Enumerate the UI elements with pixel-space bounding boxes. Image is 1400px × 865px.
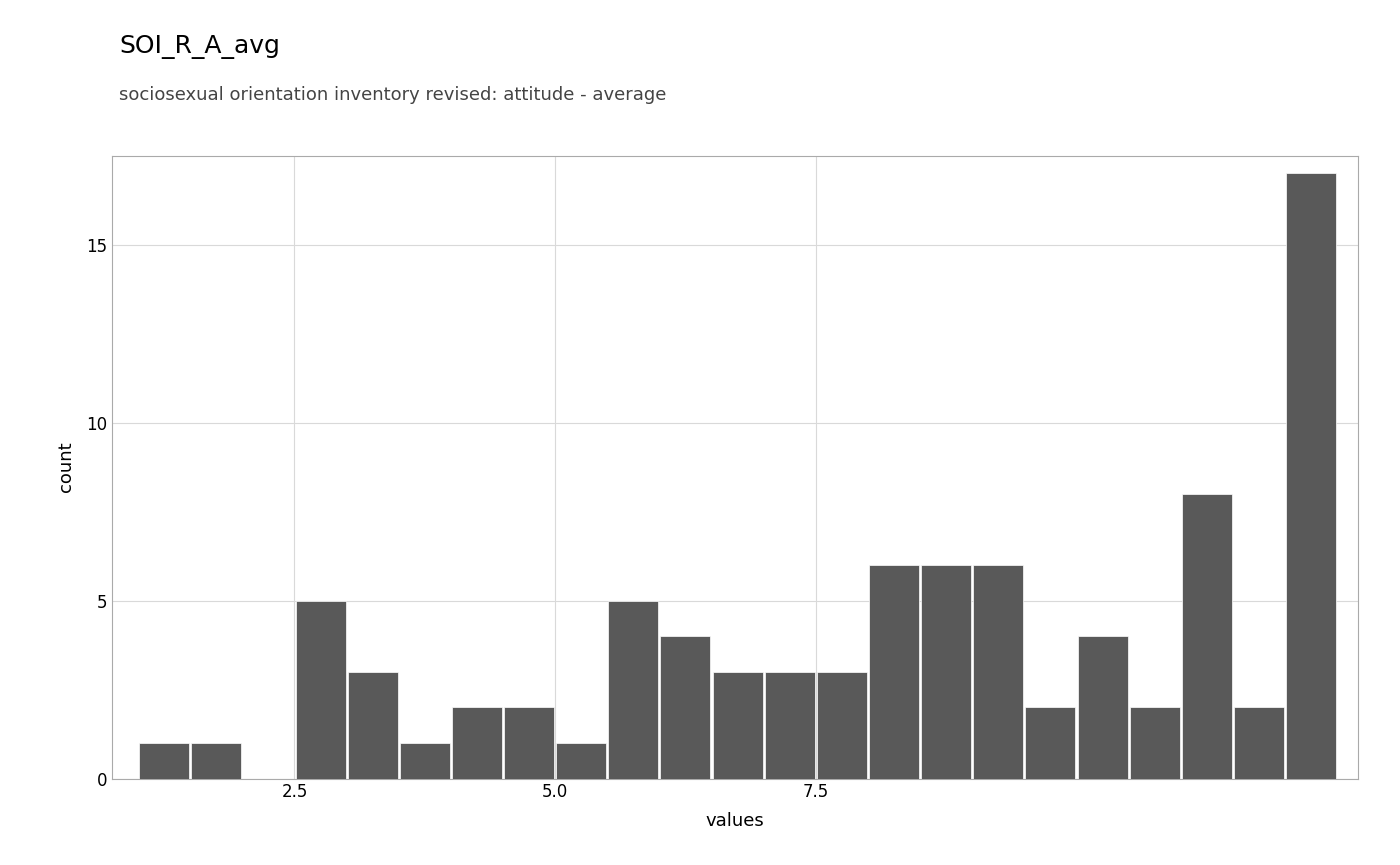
- Bar: [816, 672, 867, 778]
- Bar: [504, 708, 554, 778]
- Text: SOI_R_A_avg: SOI_R_A_avg: [119, 35, 280, 59]
- Bar: [1182, 494, 1232, 778]
- Bar: [1078, 636, 1127, 778]
- Bar: [295, 600, 346, 778]
- Y-axis label: count: count: [57, 442, 76, 492]
- Bar: [452, 708, 503, 778]
- Bar: [764, 672, 815, 778]
- Bar: [973, 565, 1023, 778]
- Bar: [1233, 708, 1284, 778]
- Bar: [1130, 708, 1180, 778]
- Bar: [921, 565, 972, 778]
- Bar: [713, 672, 763, 778]
- Bar: [1025, 708, 1075, 778]
- Bar: [609, 600, 658, 778]
- Bar: [139, 743, 189, 778]
- Bar: [556, 743, 606, 778]
- Bar: [192, 743, 241, 778]
- Bar: [869, 565, 918, 778]
- Bar: [1287, 174, 1336, 779]
- X-axis label: values: values: [706, 812, 764, 830]
- Bar: [661, 636, 710, 778]
- Bar: [400, 743, 449, 778]
- Text: sociosexual orientation inventory revised: attitude - average: sociosexual orientation inventory revise…: [119, 86, 666, 105]
- Bar: [347, 672, 398, 778]
